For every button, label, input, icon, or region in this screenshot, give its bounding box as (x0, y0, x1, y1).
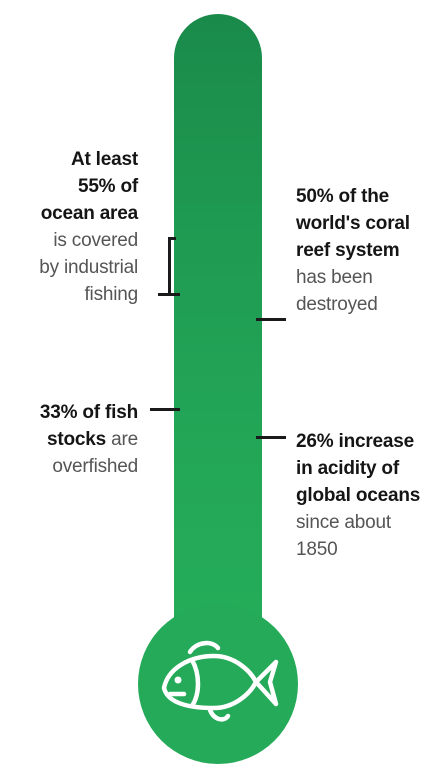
annotation-line: has been (296, 267, 373, 288)
leader-line-ocean-area-vertical (168, 237, 171, 296)
annotation-ocean-area: At least 55% of ocean area is covered by… (39, 146, 138, 308)
annotation-line: in acidity of (296, 458, 399, 479)
annotation-line: overfished (52, 456, 138, 477)
annotation-line: world's coral (296, 213, 410, 234)
fish-icon (161, 640, 279, 722)
thermometer-tube (174, 14, 262, 644)
leader-line-ocean-area-bottom (158, 293, 180, 296)
annotation-line: reef system (296, 240, 400, 261)
annotation-line: At least (70, 149, 138, 170)
annotation-line: stocks are (47, 429, 138, 450)
annotation-line: by industrial (39, 257, 138, 278)
leader-line-fish-stocks (150, 408, 180, 411)
annotation-line: since about (296, 512, 391, 533)
annotation-ocean-acidity: 26% increase in acidity of global oceans… (296, 428, 420, 563)
annotation-line: destroyed (296, 294, 378, 315)
annotation-line: is covered (53, 230, 138, 251)
annotation-coral-reef: 50% of the world's coral reef system has… (296, 183, 410, 318)
annotation-line: fishing (84, 284, 138, 305)
annotation-line: ocean area (40, 203, 138, 224)
leader-line-ocean-acidity (256, 436, 286, 439)
annotation-fish-stocks: 33% of fish stocks are overfished (40, 399, 138, 480)
annotation-line: 26% increase (296, 431, 415, 452)
annotation-line: 55% of (77, 176, 138, 197)
annotation-line: 50% of the (296, 186, 390, 207)
annotation-line: 1850 (296, 539, 338, 560)
leader-line-coral-reef (256, 318, 286, 321)
leader-line-ocean-area-top (168, 237, 176, 240)
annotation-line: global oceans (296, 485, 421, 506)
annotation-line: 33% of fish (39, 402, 138, 423)
